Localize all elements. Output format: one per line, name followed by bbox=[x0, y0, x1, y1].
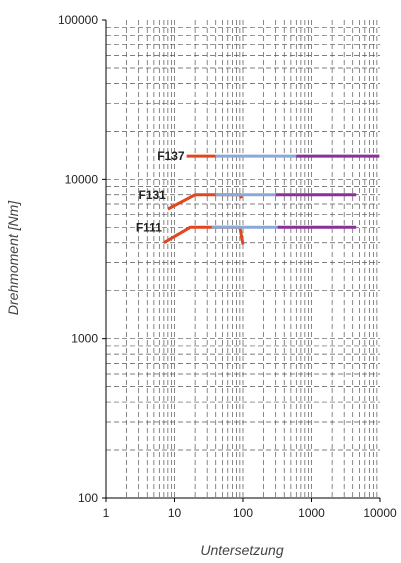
x-tick-labels: 1 10 100 1000 10000 bbox=[103, 506, 397, 520]
x-tick-label: 10 bbox=[168, 506, 182, 520]
x-tick-label: 100 bbox=[233, 506, 253, 520]
axes bbox=[102, 19, 381, 502]
series-label-f137: F137 bbox=[157, 149, 185, 163]
y-tick-label: 1000 bbox=[71, 332, 98, 346]
x-tick-label: 1000 bbox=[298, 506, 325, 520]
series-labels: F137 F131 F111 bbox=[136, 149, 185, 234]
x-tick-label: 1 bbox=[103, 506, 110, 520]
y-tick-label: 100000 bbox=[58, 13, 98, 27]
series-segment-f111 bbox=[163, 225, 245, 245]
grid bbox=[106, 20, 380, 498]
x-axis-title: Untersetzung bbox=[200, 542, 283, 558]
y-tick-label: 100 bbox=[78, 491, 98, 505]
series-label-f111: F111 bbox=[136, 220, 162, 234]
series-label-f131: F131 bbox=[139, 188, 167, 202]
x-tick-label: 10000 bbox=[363, 506, 397, 520]
y-tick-labels: 100 1000 10000 100000 bbox=[58, 13, 98, 505]
series-segment-f131 bbox=[167, 193, 243, 211]
y-tick-label: 10000 bbox=[65, 172, 99, 186]
y-axis-title: Drehmoment [Nm] bbox=[5, 200, 21, 315]
series-lines bbox=[163, 154, 380, 245]
